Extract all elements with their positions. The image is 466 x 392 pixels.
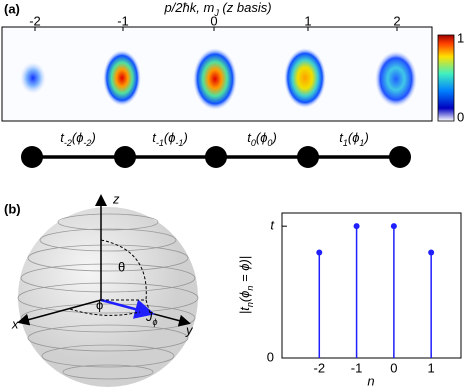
text-part: t — [339, 130, 344, 145]
colorbar-label: 0 — [457, 109, 464, 124]
x-axis-label: n — [367, 373, 374, 388]
subscript: -2 — [83, 138, 91, 148]
stem-marker — [353, 223, 360, 230]
y-axis-label: |tn(ϕn = ϕ)| — [237, 256, 255, 314]
bond-label: t0(ϕ0) — [247, 130, 277, 148]
panel-label: (b) — [4, 201, 21, 216]
stem-marker — [316, 249, 323, 256]
vector — [100, 298, 155, 319]
sphere — [18, 207, 198, 387]
plot-frame — [281, 212, 462, 359]
text-part: (z basis) — [219, 0, 272, 15]
latitude-lines — [17, 213, 199, 380]
text-part: (ϕ — [256, 130, 268, 145]
text-part: (ϕ — [348, 130, 360, 145]
atom-cloud — [103, 50, 141, 106]
x-tick-label: -1 — [351, 360, 363, 375]
subscript: n — [245, 286, 255, 291]
y-tick-label: 0 — [267, 349, 274, 364]
chain-sites — [21, 146, 411, 168]
text-part: p/2ħk, m — [163, 0, 214, 15]
colorbar-label: 1 — [457, 30, 464, 45]
text-part: (ϕ — [164, 130, 176, 145]
x-tick-label: 1 — [428, 360, 435, 375]
subscript: 1 — [343, 138, 348, 148]
panel-label: (a) — [4, 1, 20, 16]
vector-label: Jϕ — [145, 309, 158, 327]
atom-cloud — [375, 51, 417, 107]
axis-label: y — [185, 322, 194, 337]
text-part: t — [152, 130, 157, 145]
text-part: = ϕ)| — [237, 256, 252, 286]
top-tick-label: -2 — [29, 13, 41, 28]
y-tick-label: t — [270, 218, 275, 233]
subscript: ϕ — [153, 317, 158, 327]
phi-arc — [69, 308, 141, 316]
angle-label: θ — [118, 259, 125, 274]
subscript: 0 — [267, 138, 272, 148]
subscript: -2 — [64, 138, 72, 148]
bond-label: t-2(ϕ-2) — [60, 130, 96, 148]
text-part: ) — [89, 130, 95, 145]
text-part: ) — [181, 130, 187, 145]
top-tick-label: 1 — [304, 13, 311, 28]
bond-label: t-1(ϕ-1) — [152, 130, 188, 148]
text-part: (ϕ — [237, 291, 252, 303]
text-part: ) — [270, 130, 276, 145]
atom-cloud — [20, 62, 46, 94]
projection — [101, 299, 151, 314]
x-tick-label: 0 — [390, 360, 397, 375]
text-part: t — [247, 130, 252, 145]
x-tick-label: -2 — [314, 360, 326, 375]
colorbar — [437, 34, 455, 122]
subscript: 1 — [359, 138, 364, 148]
subscript: J — [213, 8, 219, 18]
top-tick-label: 2 — [393, 13, 400, 28]
subscript: n — [245, 302, 255, 307]
text-part: |t — [237, 306, 252, 314]
stem-marker — [390, 223, 397, 230]
text-part: (ϕ — [72, 130, 84, 145]
axis-title: p/2ħk, mJ (z basis) — [163, 0, 271, 18]
bond-label: t1(ϕ1) — [339, 130, 369, 148]
text-part: t — [60, 130, 65, 145]
axis-label: x — [11, 316, 19, 331]
atom-cloud — [284, 48, 326, 108]
top-tick-label: -1 — [117, 13, 129, 28]
text-part: J — [145, 309, 153, 324]
subscript: -1 — [156, 138, 164, 148]
subscript: -1 — [175, 138, 183, 148]
axis-label: z — [112, 191, 120, 206]
text-part: ) — [362, 130, 368, 145]
theta-arc — [100, 239, 147, 301]
atom-cloud — [193, 48, 237, 110]
stem-marker — [428, 249, 435, 256]
subscript: 0 — [251, 138, 256, 148]
top-tick-label: 0 — [210, 13, 217, 28]
angle-label: ϕ — [96, 297, 103, 312]
